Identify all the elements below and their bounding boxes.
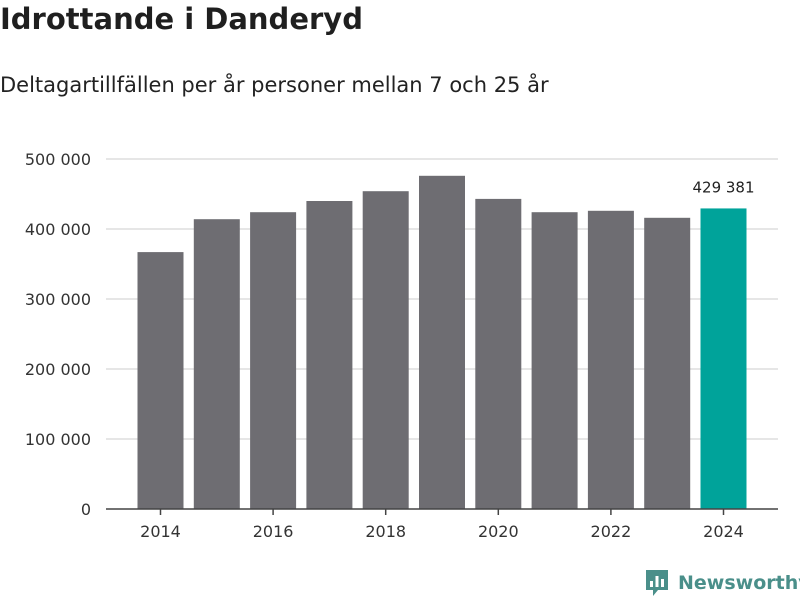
bar <box>362 191 409 509</box>
x-tick-label: 2024 <box>703 522 744 541</box>
bar <box>193 219 240 509</box>
chart-subtitle: Deltagartillfällen per år personer mella… <box>0 73 549 97</box>
y-tick-label: 0 <box>81 500 91 519</box>
x-tick-label: 2022 <box>591 522 632 541</box>
chart-title: Idrottande i Danderyd <box>0 2 363 36</box>
x-tick-label: 2020 <box>478 522 519 541</box>
x-tick-label: 2016 <box>253 522 294 541</box>
y-tick-label: 400 000 <box>25 220 91 239</box>
x-tick-label: 2018 <box>365 522 406 541</box>
bar <box>587 210 634 510</box>
y-tick-label: 500 000 <box>25 150 91 169</box>
bar-chart: 0 100 000 200 000 300 000 400 000 500 000 2014… <box>25 150 778 541</box>
y-tick-label: 200 000 <box>25 360 91 379</box>
bar <box>419 175 465 510</box>
data-label: 429 381 <box>692 178 754 196</box>
x-tick-label: 2014 <box>140 522 181 541</box>
bar <box>137 252 184 509</box>
bar-highlight <box>700 208 747 510</box>
newsworthy-brand: Newsworthy <box>644 568 800 598</box>
bar <box>306 201 353 509</box>
bar <box>475 198 522 509</box>
y-tick-label: 100 000 <box>25 430 91 449</box>
bar <box>250 212 297 509</box>
bar <box>531 212 578 509</box>
brand-name: Newsworthy <box>678 572 800 594</box>
bar <box>644 217 691 510</box>
y-tick-label: 300 000 <box>25 290 91 309</box>
newsworthy-logo-icon <box>646 570 668 596</box>
